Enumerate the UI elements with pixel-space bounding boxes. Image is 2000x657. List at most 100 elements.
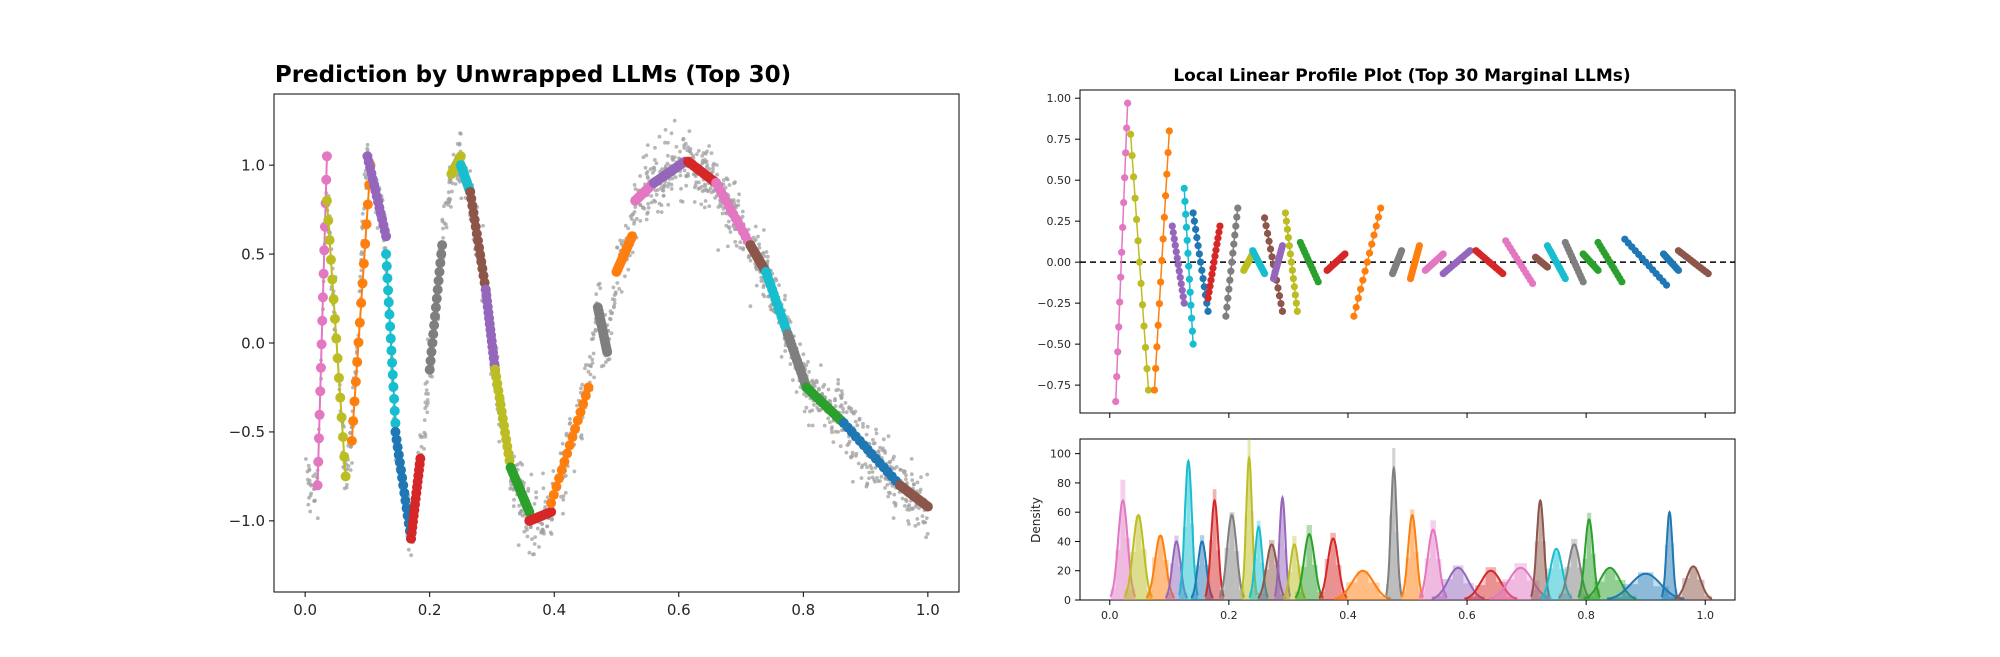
scatter-point	[847, 406, 852, 411]
scatter-point	[580, 382, 585, 387]
density-curve	[1418, 520, 1448, 600]
density-curve	[1385, 448, 1403, 600]
scatter-point	[510, 486, 515, 491]
segment-point	[1174, 261, 1182, 269]
segment-point	[1190, 217, 1198, 225]
scatter-point	[520, 462, 525, 467]
scatter-point	[558, 451, 563, 456]
scatter-point	[777, 283, 781, 287]
scatter-point	[666, 181, 671, 186]
scatter-point	[682, 146, 687, 150]
histogram-bar	[1191, 593, 1196, 600]
segment-point	[1134, 237, 1142, 245]
scatter-point	[346, 464, 351, 468]
segment-point	[1285, 242, 1294, 250]
scatter-point	[711, 166, 715, 171]
profile-segment	[1189, 209, 1212, 315]
histogram-bar	[1473, 596, 1485, 600]
scatter-point	[638, 219, 643, 223]
segment-point	[1275, 292, 1284, 300]
scatter-point	[481, 223, 485, 228]
scatter-point	[701, 160, 705, 165]
segment-point	[358, 258, 369, 269]
scatter-point	[773, 276, 778, 281]
scatter-point	[904, 477, 908, 482]
profile-segment	[1531, 253, 1552, 271]
segment-point	[1180, 184, 1188, 192]
scatter-point	[593, 329, 598, 333]
segment-point	[315, 386, 326, 397]
segment-point	[1184, 249, 1192, 257]
segment-point	[329, 313, 340, 324]
profile-segment	[1204, 222, 1224, 302]
scatter-point	[609, 331, 614, 336]
scatter-point	[888, 459, 893, 464]
histogram-bar	[1244, 515, 1248, 600]
segment-point	[1222, 312, 1230, 320]
histogram-bar	[1141, 549, 1147, 600]
scatter-point	[907, 508, 912, 512]
density-curve	[1218, 512, 1246, 600]
segment-point	[1370, 231, 1378, 239]
y-tick-label: 0.75	[1047, 133, 1072, 146]
scatter-point	[309, 483, 313, 488]
segment-point	[319, 245, 330, 256]
scatter-point	[441, 236, 445, 240]
scatter-point	[791, 378, 795, 382]
histogram-bar	[1540, 594, 1548, 600]
scatter-point	[907, 503, 912, 507]
scatter-point	[917, 506, 921, 510]
segment-point	[321, 151, 332, 162]
scatter-point	[876, 449, 881, 454]
scatter-point	[559, 494, 563, 499]
scatter-point	[844, 410, 849, 415]
scatter-point	[681, 136, 686, 141]
histogram-bar	[1674, 596, 1683, 600]
y-tick-label: −1.0	[229, 512, 265, 530]
scatter-point	[878, 445, 882, 450]
segment-point	[1268, 253, 1276, 261]
segment-point	[1122, 149, 1130, 157]
x-tick-label: 0.0	[1101, 609, 1119, 622]
histogram-bar	[1577, 567, 1584, 600]
scatter-point	[836, 378, 841, 382]
segment-point	[383, 285, 394, 296]
scatter-point	[561, 497, 566, 502]
scatter-point	[802, 392, 806, 396]
segment-point	[1260, 270, 1269, 278]
histogram-bar	[1452, 565, 1464, 600]
density-line	[1385, 465, 1403, 596]
histogram-bar	[1247, 439, 1251, 600]
segment-point	[385, 321, 396, 332]
scatter-point	[768, 304, 772, 309]
fit-segment	[362, 151, 392, 242]
segment-point	[339, 451, 350, 462]
segment-point	[424, 364, 435, 375]
profile-segment	[1421, 250, 1447, 274]
scatter-point	[839, 403, 844, 408]
segment-point	[1150, 386, 1159, 394]
scatter-point	[512, 497, 516, 502]
scatter-point	[761, 250, 766, 255]
segment-point	[1226, 276, 1234, 284]
histogram-bar	[1199, 535, 1205, 600]
segment-point	[1561, 274, 1569, 283]
segment-point	[1234, 204, 1242, 212]
scatter-point	[757, 242, 761, 247]
segment-point	[1357, 285, 1365, 293]
segment-point	[389, 393, 400, 404]
segment-point	[1377, 204, 1385, 212]
scatter-point	[419, 435, 423, 439]
scatter-point	[695, 152, 699, 157]
histogram-bar	[1280, 594, 1286, 600]
histogram-bar	[1330, 532, 1336, 600]
scatter-point	[868, 463, 873, 468]
histogram-bar	[1165, 592, 1170, 600]
profile-segment	[1561, 238, 1587, 286]
scatter-point	[810, 423, 815, 428]
segment-point	[1704, 270, 1712, 278]
segment-point	[391, 434, 402, 445]
histogram-bar	[1110, 588, 1116, 600]
density-line	[1431, 566, 1485, 600]
